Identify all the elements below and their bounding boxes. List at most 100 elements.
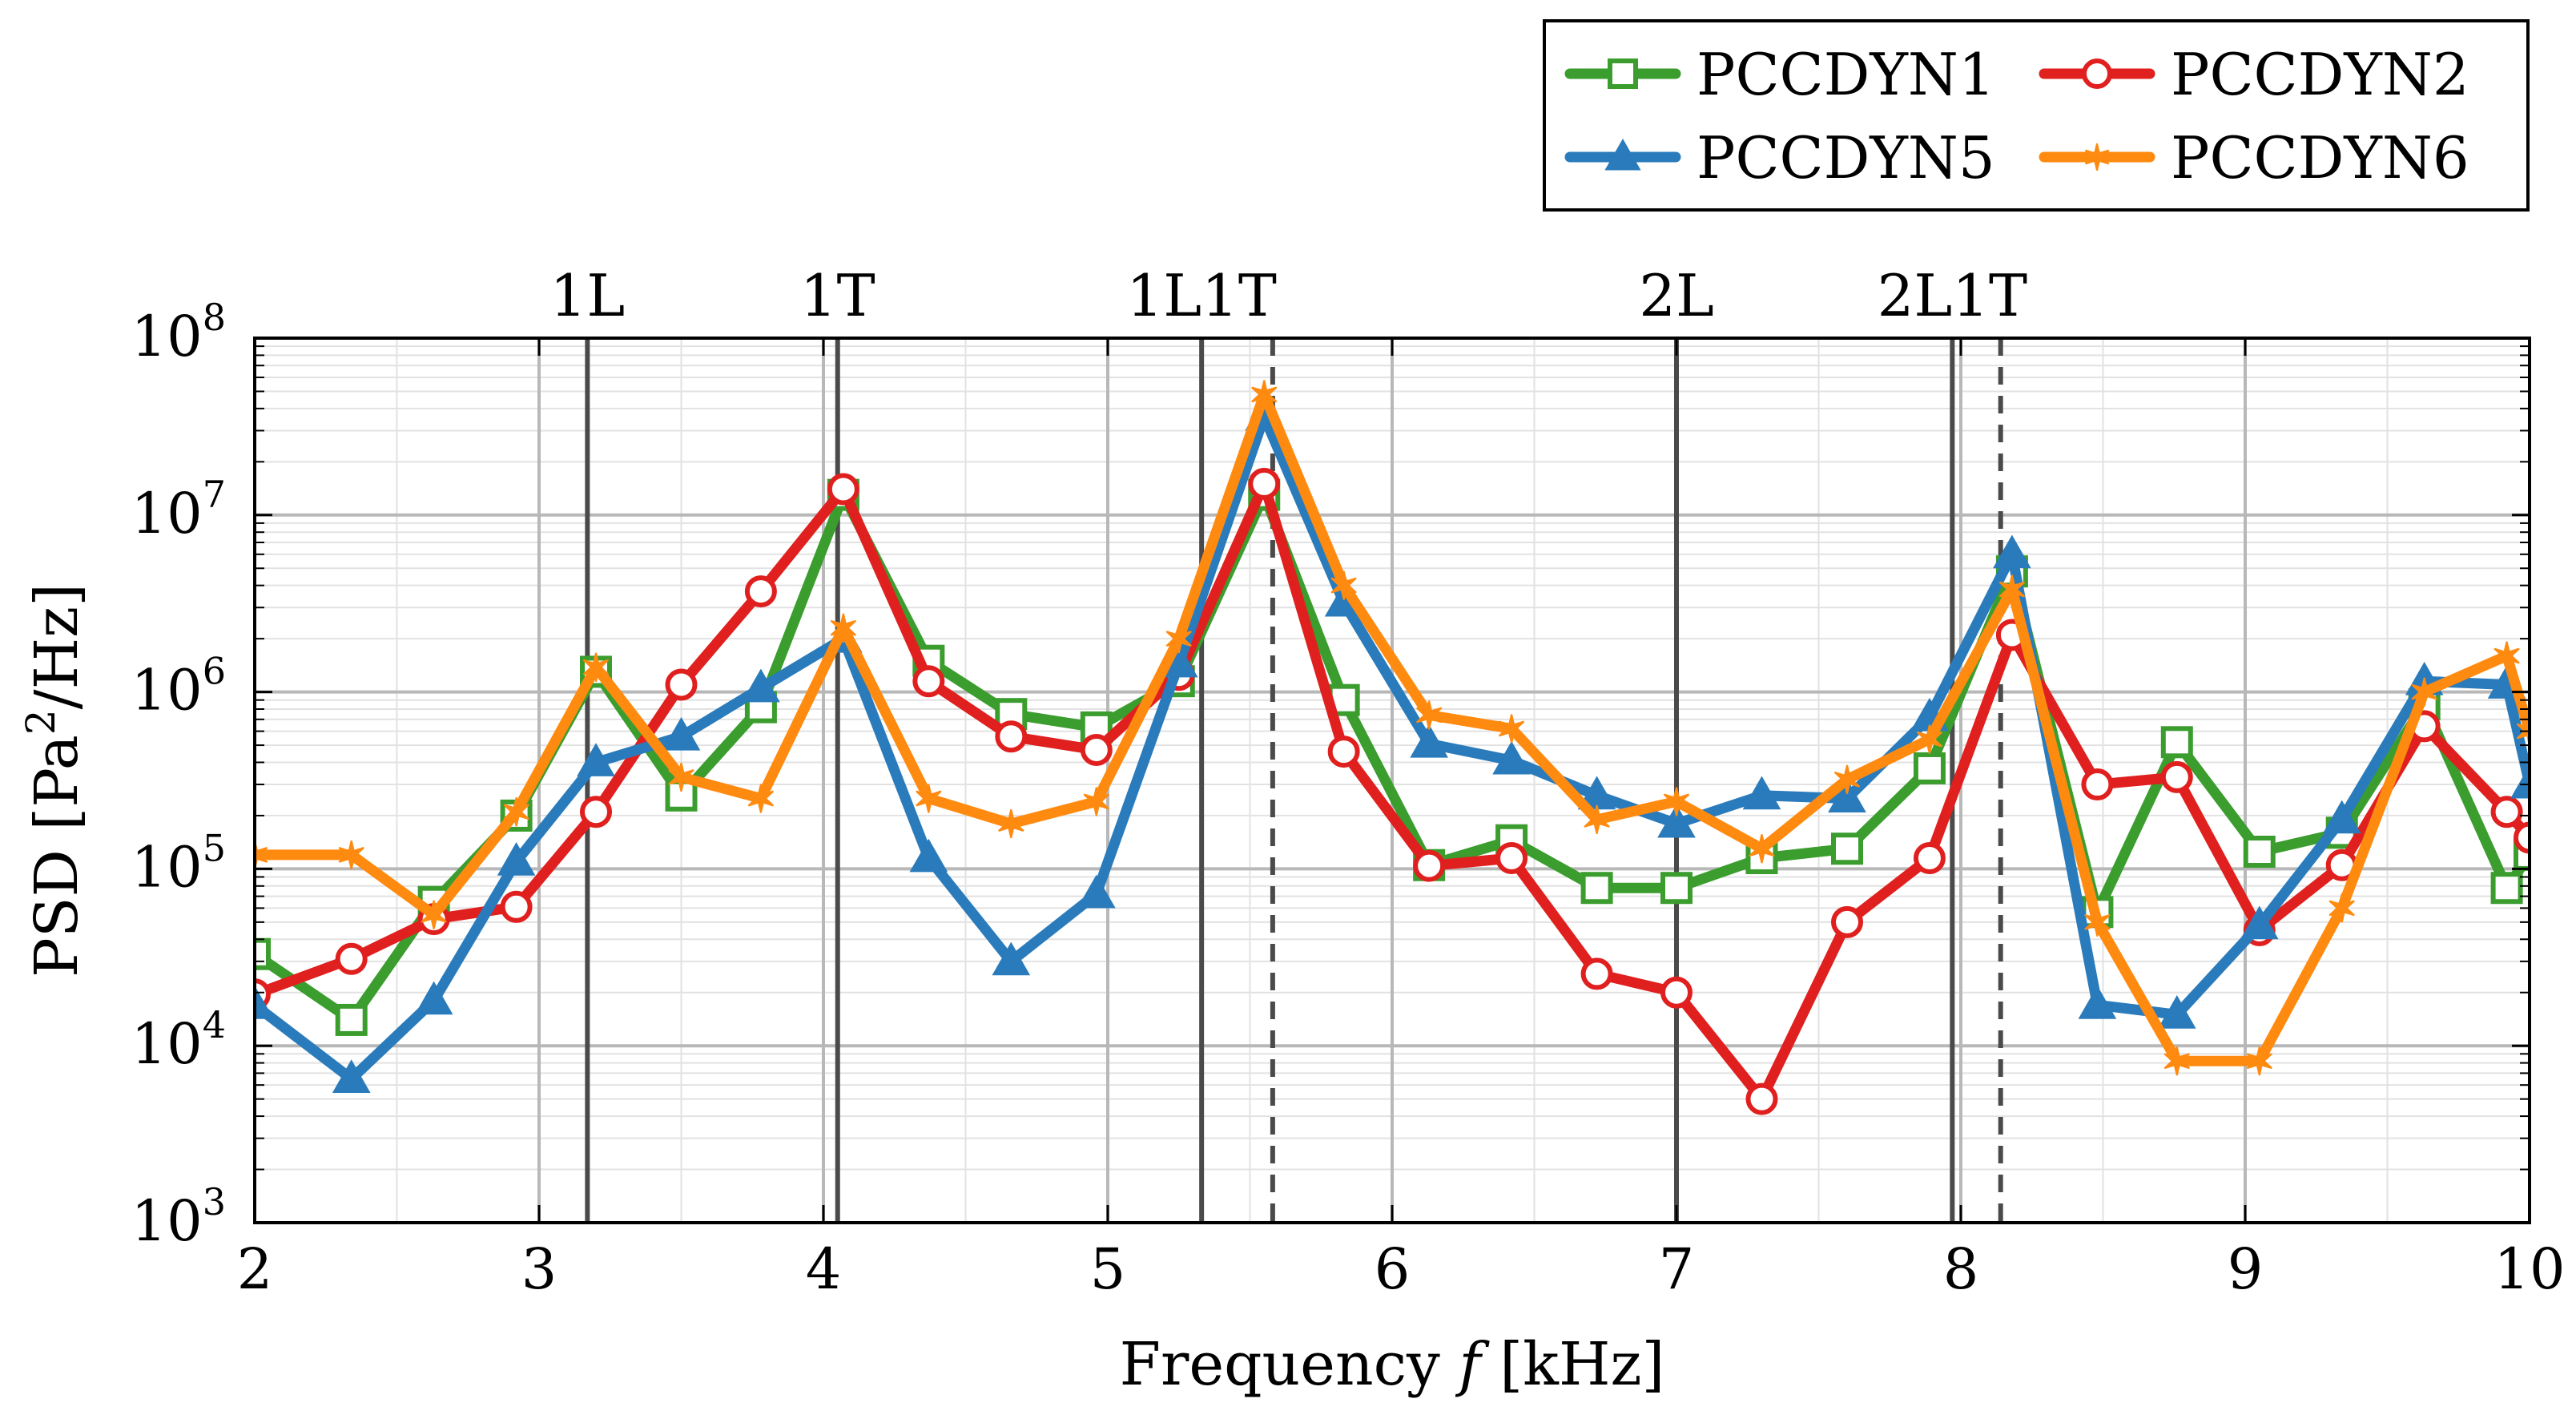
data-point-PCCDYN1 — [1660, 872, 1693, 905]
data-point-PCCDYN2 — [827, 473, 859, 506]
legend-label-PCCDYN5: PCCDYN5 — [1697, 124, 1995, 191]
y-tick-base: 10 — [131, 834, 203, 900]
data-point-PCCDYN2 — [580, 796, 612, 828]
y-tick-base: 10 — [131, 304, 203, 369]
y-tick-exponent: 4 — [203, 1003, 226, 1046]
legend-label-PCCDYN2: PCCDYN2 — [2171, 41, 2469, 108]
data-point-PCCDYN6 — [2493, 641, 2520, 671]
y-tick-base: 10 — [131, 1011, 203, 1077]
x-tick-label: 5 — [1090, 1236, 1126, 1302]
data-point-PCCDYN5 — [1492, 740, 1531, 775]
legend-marker-PCCDYN2 — [2082, 58, 2112, 89]
data-point-PCCDYN2 — [1831, 905, 1863, 938]
y-tick-base: 10 — [131, 1188, 203, 1254]
data-point-PCCDYN6 — [1916, 724, 1943, 754]
x-tick-label: 10 — [2493, 1236, 2565, 1302]
y-axis-label: PSD [Pa2/Hz] — [18, 583, 91, 978]
data-point-PCCDYN2 — [744, 575, 777, 608]
legend-item-PCCDYN6: PCCDYN6 — [2039, 124, 2469, 191]
series-layer — [255, 380, 2530, 1115]
data-point-PCCDYN1 — [2490, 872, 2523, 905]
data-point-PCCDYN5 — [909, 838, 948, 873]
data-point-PCCDYN6 — [255, 840, 268, 870]
data-point-PCCDYN5 — [1742, 776, 1781, 810]
data-point-PCCDYN6 — [1998, 574, 2026, 604]
y-tick-label: 107 — [131, 473, 226, 546]
data-point-PCCDYN5 — [992, 941, 1031, 976]
data-point-PCCDYN6 — [1498, 714, 1525, 744]
data-point-PCCDYN2 — [2160, 760, 2193, 793]
y-tick-base: 10 — [131, 481, 203, 546]
data-point-PCCDYN5 — [1657, 804, 1696, 838]
data-point-PCCDYN6 — [1165, 624, 1192, 654]
data-point-PCCDYN6 — [338, 840, 364, 870]
x-tick-label: 7 — [1659, 1236, 1695, 1302]
data-point-PCCDYN6 — [998, 808, 1024, 839]
data-point-PCCDYN6 — [1584, 804, 1610, 834]
data-point-PCCDYN6 — [2246, 1046, 2272, 1076]
data-point-PCCDYN2 — [1660, 976, 1693, 1009]
mode-label-2L: 2L — [1639, 262, 1714, 329]
x-tick-label: 6 — [1375, 1236, 1411, 1302]
legend-item-PCCDYN5: PCCDYN5 — [1564, 124, 1995, 191]
data-point-PCCDYN6 — [1749, 834, 1775, 864]
y-tick-exponent: 6 — [203, 650, 226, 693]
data-point-PCCDYN5 — [1828, 779, 1866, 812]
data-point-PCCDYN6 — [2163, 1046, 2190, 1076]
data-point-PCCDYN5 — [497, 841, 536, 876]
data-point-PCCDYN2 — [995, 720, 1028, 753]
data-point-PCCDYN2 — [2081, 768, 2114, 801]
data-point-PCCDYN2 — [500, 890, 533, 923]
data-point-PCCDYN1 — [335, 1003, 368, 1036]
data-point-PCCDYN2 — [335, 942, 368, 975]
x-tick-label: 4 — [806, 1236, 842, 1302]
data-point-PCCDYN6 — [1833, 764, 1861, 794]
data-point-PCCDYN6 — [421, 900, 447, 929]
data-point-PCCDYN5 — [1410, 724, 1448, 758]
data-point-PCCDYN2 — [2490, 796, 2523, 828]
data-point-PCCDYN5 — [662, 716, 701, 751]
legend-item-PCCDYN1: PCCDYN1 — [1564, 41, 1995, 108]
data-point-PCCDYN5 — [332, 1059, 371, 1093]
data-point-PCCDYN2 — [1913, 841, 1946, 874]
data-point-PCCDYN6 — [1251, 380, 1278, 409]
legend-label-PCCDYN6: PCCDYN6 — [2171, 124, 2469, 191]
data-point-PCCDYN2 — [1327, 736, 1360, 768]
y-tick-exponent: 8 — [203, 296, 226, 339]
data-point-PCCDYN2 — [1248, 467, 1281, 500]
x-tick-label: 3 — [521, 1236, 557, 1302]
data-point-PCCDYN6 — [582, 652, 610, 682]
data-point-PCCDYN5 — [742, 668, 780, 703]
legend-label-PCCDYN1: PCCDYN1 — [1697, 41, 1995, 108]
mode-label-2L1T: 2L1T — [1878, 262, 2027, 329]
y-tick-label: 108 — [131, 296, 226, 369]
y-tick-exponent: 7 — [203, 473, 226, 516]
x-tick-labels: 2 3 4 5 6 7 8 9 10 — [237, 1236, 2566, 1302]
data-point-PCCDYN2 — [912, 665, 945, 698]
data-point-PCCDYN5 — [1993, 534, 2031, 569]
legend-box — [1543, 19, 2530, 212]
ticks — [253, 337, 2531, 1224]
series-PCCDYN6 — [255, 380, 2530, 1076]
y-tick-exponent: 3 — [203, 1180, 226, 1223]
legend: PCCDYN1 PCCDYN2 PCCDYN5 PCCDYN6 — [1543, 19, 2530, 212]
y-tick-exponent: 5 — [203, 826, 226, 869]
data-point-PCCDYN2 — [1413, 849, 1446, 882]
data-point-PCCDYN5 — [577, 743, 615, 776]
y-tick-label: 104 — [131, 1003, 226, 1077]
data-point-PCCDYN6 — [830, 613, 856, 643]
data-point-PCCDYN2 — [665, 668, 698, 701]
y-tick-base: 10 — [131, 658, 203, 724]
data-point-PCCDYN6 — [503, 797, 529, 827]
mode-label-1T: 1T — [800, 262, 875, 329]
data-point-PCCDYN5 — [2240, 905, 2279, 940]
data-point-PCCDYN6 — [2084, 907, 2111, 937]
legend-marker-PCCDYN6 — [2084, 143, 2110, 171]
mode-lines: 1L 1T 1L1T 2L 2L1T — [550, 262, 2027, 1223]
y-tick-label: 103 — [131, 1180, 226, 1254]
data-point-PCCDYN5 — [414, 981, 453, 1015]
data-point-PCCDYN6 — [2411, 677, 2437, 707]
